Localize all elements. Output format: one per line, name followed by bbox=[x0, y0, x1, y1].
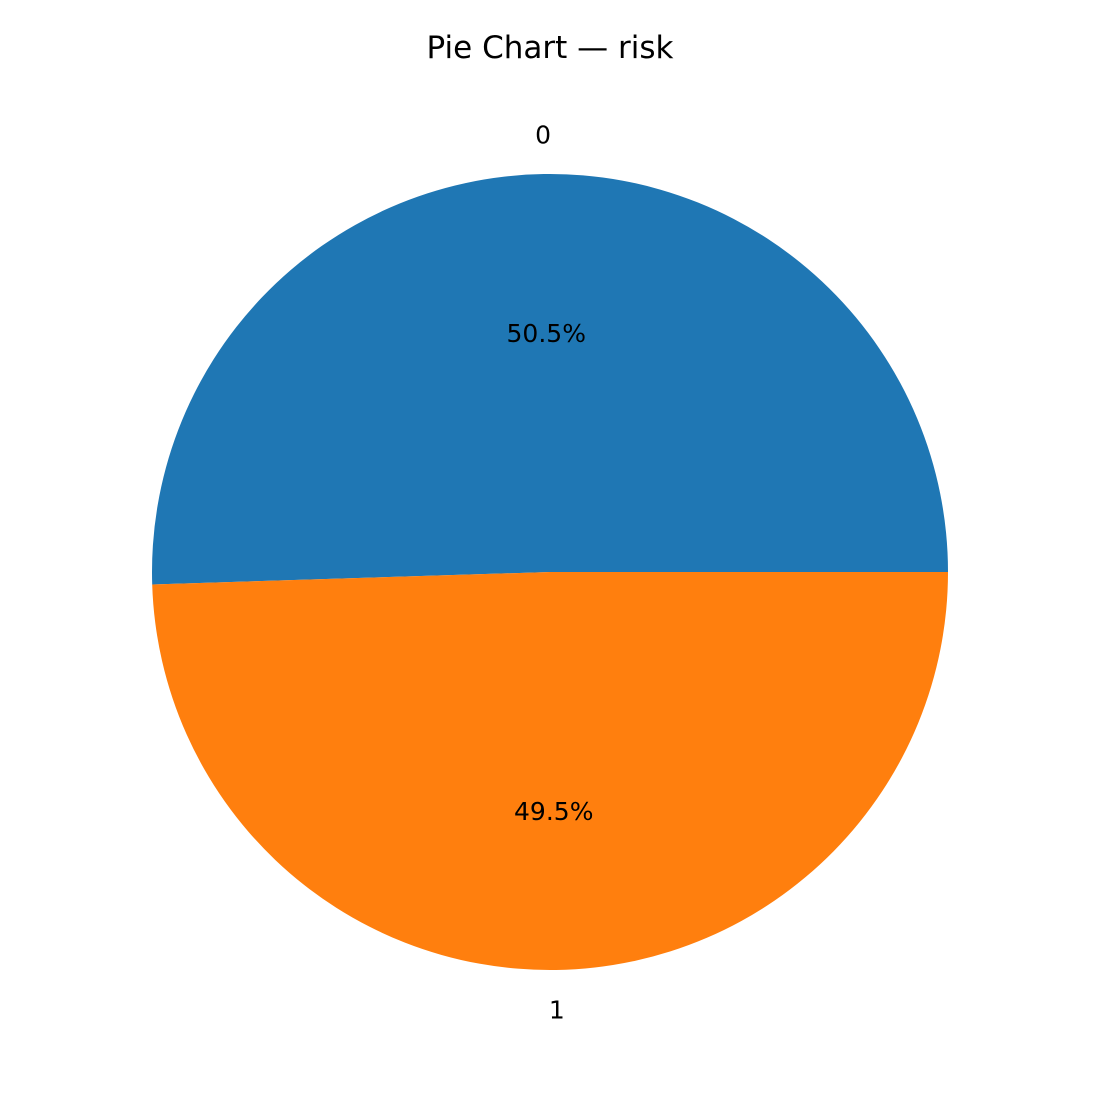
percent-label-1: 49.5% bbox=[514, 797, 593, 826]
category-label-0: 0 bbox=[535, 120, 551, 149]
pie-labels: 0 50.5% 1 49.5% bbox=[507, 120, 594, 1024]
pie-slice-0 bbox=[152, 174, 949, 585]
category-label-1: 1 bbox=[549, 996, 565, 1025]
percent-label-0: 50.5% bbox=[507, 319, 586, 348]
chart-title: Pie Chart — risk bbox=[427, 30, 674, 66]
pie-slice-1 bbox=[152, 572, 948, 971]
pie-slices bbox=[152, 174, 949, 971]
